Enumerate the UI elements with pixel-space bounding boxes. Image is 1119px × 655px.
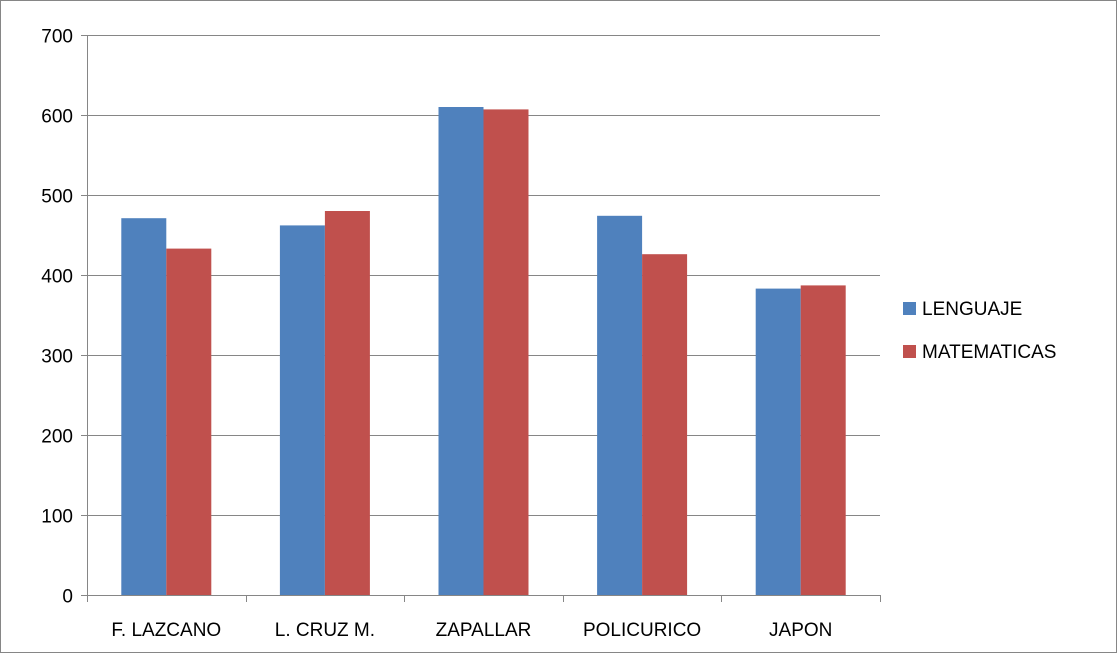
y-tick-label: 500 <box>41 187 73 208</box>
y-tick-label: 0 <box>62 587 73 608</box>
bar-lenguaje-4 <box>755 288 801 595</box>
x-tick-label: POLICURICO <box>583 620 701 641</box>
x-tick-label: ZAPALLAR <box>436 620 532 641</box>
legend-swatch-matematicas <box>903 345 916 358</box>
axes: 0 100 200 300 400 500 600 700 F. LAZCANO L. CRUZ … <box>41 27 881 641</box>
y-tick-label: 700 <box>41 27 73 48</box>
legend: LENGUAJE MATEMATICAS <box>903 299 1056 363</box>
x-tick-label: F. LAZCANO <box>111 620 221 641</box>
y-tick-label: 400 <box>41 267 73 288</box>
y-tick-label: 600 <box>41 107 73 128</box>
bar-lenguaje-3 <box>597 215 643 596</box>
bar-matematicas-3 <box>642 254 688 595</box>
bar-lenguaje-1 <box>279 225 325 595</box>
legend-swatch-lenguaje <box>903 302 916 315</box>
y-tick-label: 200 <box>41 427 73 448</box>
x-tick-label: L. CRUZ M. <box>275 620 375 641</box>
bar-matematicas-1 <box>324 211 370 595</box>
y-tick-label: 300 <box>41 347 73 368</box>
y-tick-label: 100 <box>41 507 73 528</box>
x-tick-label: JAPON <box>769 620 832 641</box>
legend-label-lenguaje: LENGUAJE <box>922 299 1022 320</box>
bar-lenguaje-0 <box>121 218 167 595</box>
bar-matematicas-2 <box>483 109 529 596</box>
bar-matematicas-4 <box>800 285 846 595</box>
bar-matematicas-0 <box>166 248 212 595</box>
legend-label-matematicas: MATEMATICAS <box>922 342 1056 363</box>
bar-lenguaje-2 <box>438 107 484 595</box>
bars <box>121 107 846 596</box>
